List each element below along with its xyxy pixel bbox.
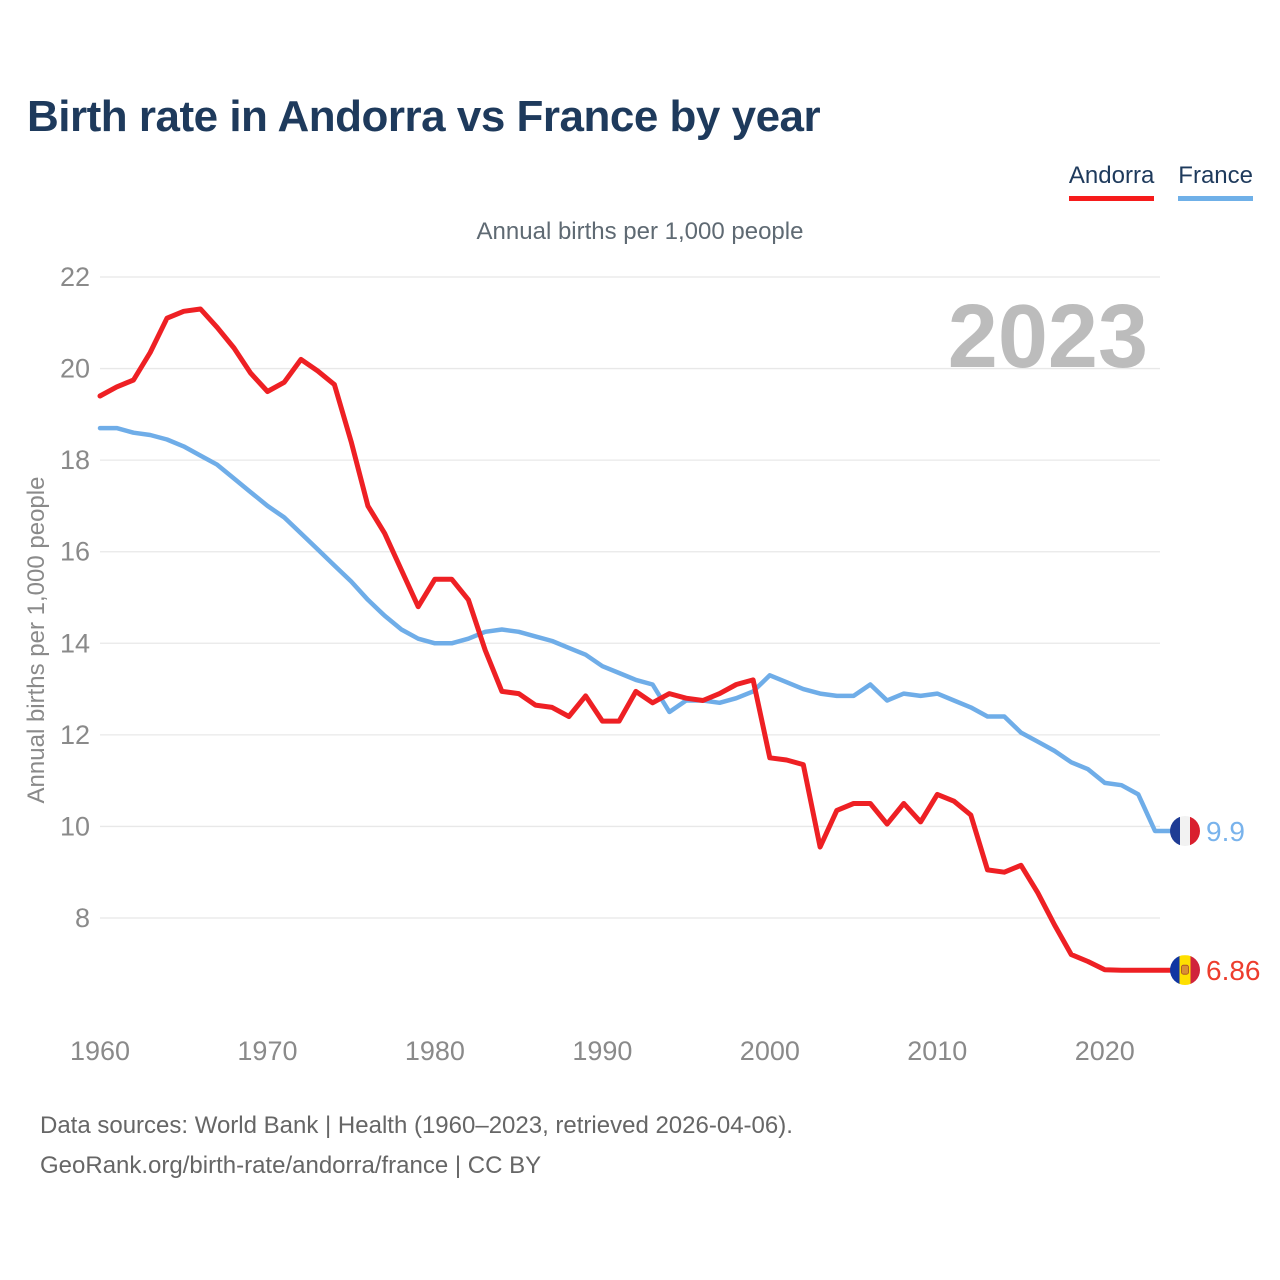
y-tick-label: 18 — [60, 445, 90, 475]
footer-source-line: Data sources: World Bank | Health (1960–… — [40, 1112, 793, 1139]
andorra-line — [97, 306, 1173, 973]
x-tick-label: 1980 — [405, 1036, 465, 1066]
france-line — [97, 425, 1173, 834]
x-tick-label: 2010 — [907, 1036, 967, 1066]
x-tick-label: 1970 — [237, 1036, 297, 1066]
x-tick-label: 2020 — [1075, 1036, 1135, 1066]
legend-item-france[interactable]: France — [1178, 162, 1253, 201]
y-tick-label: 16 — [60, 537, 90, 567]
andorra-coat-of-arms — [1181, 964, 1189, 975]
y-tick-label: 10 — [60, 811, 90, 841]
y-tick-label: 22 — [60, 262, 90, 292]
axis-tick-labels: 8 10 12 14 16 18 20 22 1960 1970 1980 1990 2000 2010 2… — [60, 262, 1135, 1066]
andorra-end-value: 6.86 — [1206, 955, 1261, 986]
legend: Andorra France — [1068, 162, 1253, 201]
legend-item-andorra[interactable]: Andorra — [1068, 162, 1155, 201]
footer: Data sources: World Bank | Health (1960–… — [40, 1106, 793, 1186]
x-tick-label: 1990 — [572, 1036, 632, 1066]
footer-attribution-line: GeoRank.org/birth-rate/andorra/france | … — [40, 1152, 542, 1179]
x-tick-label: 1960 — [70, 1036, 130, 1066]
andorra-flag-icon — [1170, 955, 1200, 985]
france-flag-icon — [1170, 816, 1200, 846]
france-end-value: 9.9 — [1206, 816, 1245, 847]
y-tick-label: 20 — [60, 354, 90, 384]
y-tick-label: 8 — [75, 903, 90, 933]
page-title: Birth rate in Andorra vs France by year — [27, 92, 821, 141]
y-tick-label: 12 — [60, 720, 90, 750]
chart-watermark: 2023 — [948, 287, 1148, 387]
y-tick-label: 14 — [60, 628, 90, 658]
y-axis-title: Annual births per 1,000 people — [23, 477, 50, 804]
gridlines — [100, 276, 1160, 919]
chart-subtitle: Annual births per 1,000 people — [476, 218, 804, 245]
x-tick-label: 2000 — [740, 1036, 800, 1066]
series-lines — [97, 306, 1173, 973]
end-markers: 9.9 6.86 — [1170, 816, 1261, 986]
